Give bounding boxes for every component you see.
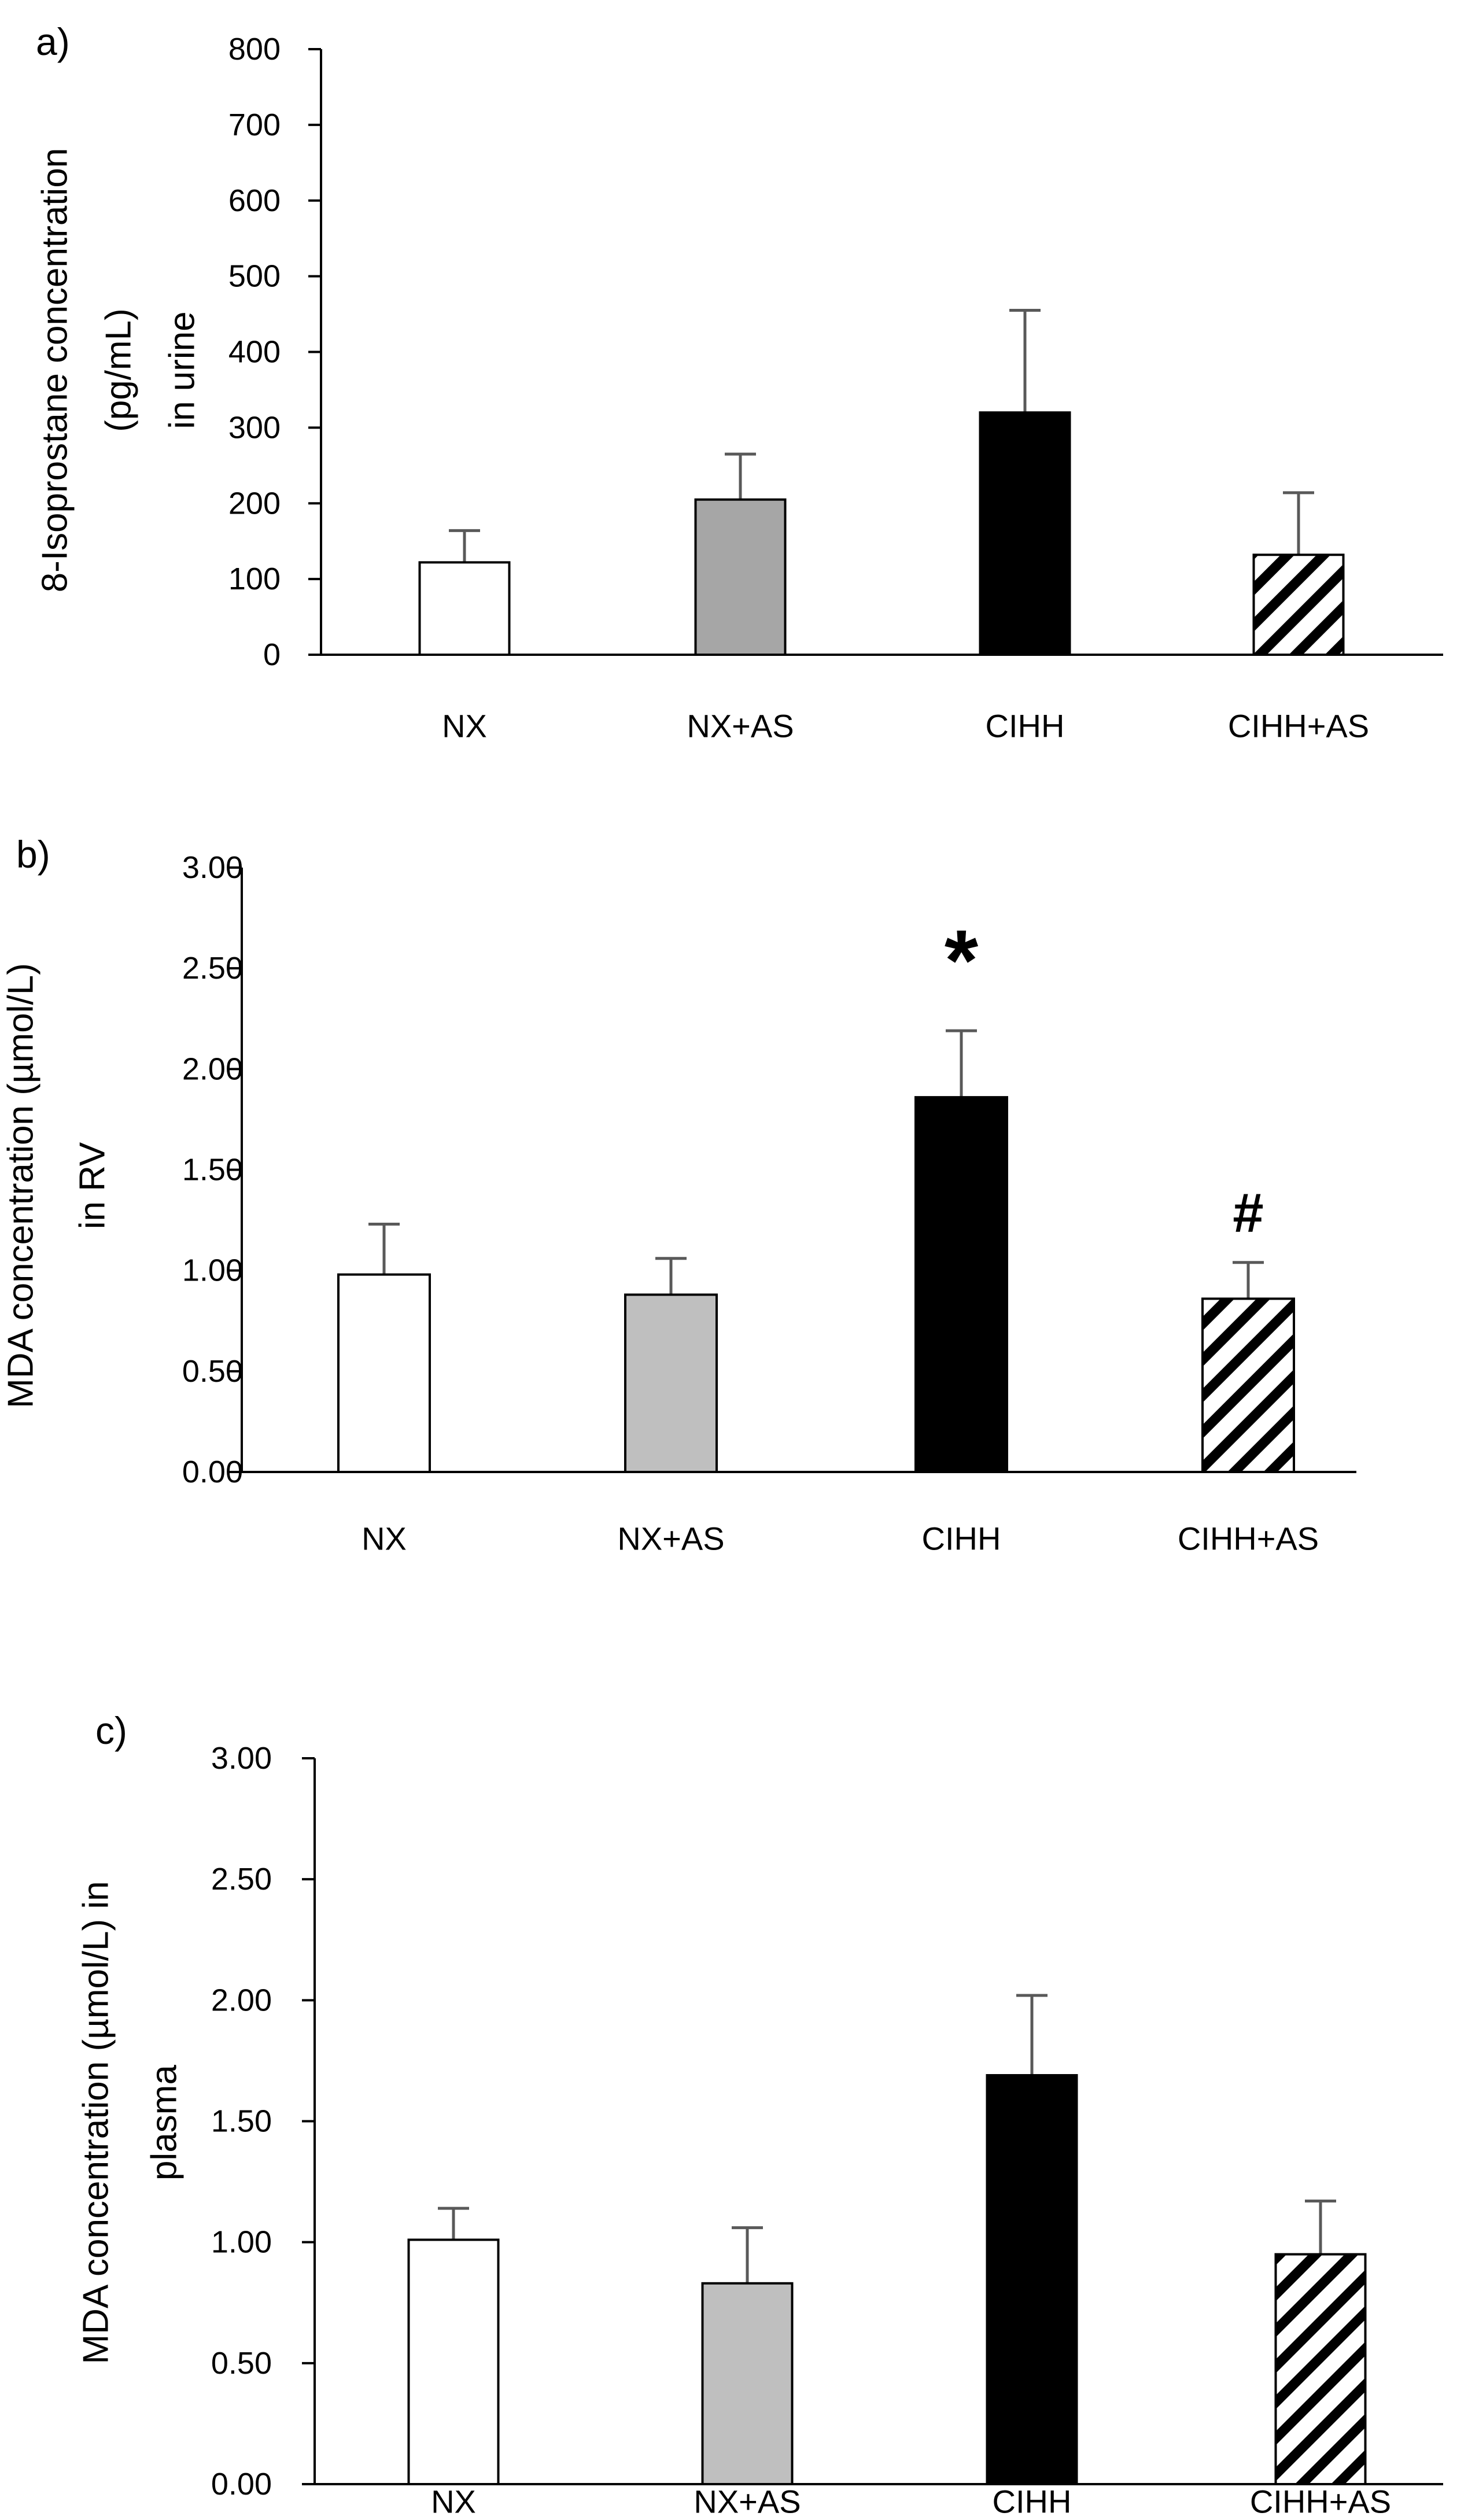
category-label: CIHH+AS — [1178, 1521, 1319, 1557]
category-label: NX — [431, 2484, 476, 2520]
y-axis-title-line: in RV — [73, 1142, 113, 1229]
category-label: NX+AS — [687, 708, 794, 744]
category-label: NX — [442, 708, 487, 744]
y-axis-title-line: in urine — [163, 311, 202, 429]
y-tick-label: 2.00 — [182, 1051, 243, 1086]
bar-cihh-plus-as — [1274, 2253, 1367, 2485]
y-tick-label: 800 — [228, 32, 281, 67]
y-tick-label: 300 — [228, 410, 281, 445]
bar-cihh — [914, 1096, 1008, 1473]
y-tick-label: 400 — [228, 335, 281, 370]
bar-nx-plus-as — [701, 2282, 794, 2486]
bar-nx — [418, 561, 511, 656]
bar-cihh — [986, 2074, 1078, 2485]
y-tick-label: 600 — [228, 183, 281, 218]
y-axis-title-line: plasma — [145, 2065, 185, 2180]
y-tick-label: 0.50 — [182, 1354, 243, 1389]
y-tick-label: 0.50 — [211, 2346, 272, 2381]
chart-panel-3: c) MDA concentration (µmol/L) in plasma 0.0… — [76, 1709, 1443, 2520]
chart-panel-2: b) MDA concentration (µmol/L) in RV 0.00 0.5… — [1, 833, 1356, 1557]
y-axis-title-line: MDA concentration (µmol/L) — [1, 963, 41, 1408]
y-tick-label: 3.00 — [182, 850, 243, 885]
y-tick-label: 1.50 — [211, 2104, 272, 2139]
bar-nx-plus-as — [694, 498, 787, 656]
y-tick-label: 2.50 — [211, 1862, 272, 1897]
bar-cihh-plus-as — [1201, 1297, 1295, 1474]
y-tick-label: 2.50 — [182, 951, 243, 986]
bar-nx — [337, 1273, 431, 1473]
category-label: CIHH — [986, 708, 1065, 744]
category-label: NX+AS — [694, 2484, 801, 2520]
y-tick-label: 0.00 — [182, 1455, 243, 1489]
y-tick-label: 0 — [263, 637, 281, 672]
significance-asterisk: * — [945, 912, 979, 1009]
panel-label: c) — [95, 1709, 127, 1752]
category-label: NX — [362, 1521, 407, 1557]
y-tick-label: 500 — [228, 259, 281, 294]
bar-nx-plus-as — [624, 1293, 718, 1473]
y-tick-label: 700 — [228, 108, 281, 142]
y-axis-title-line: (pg/mL) — [99, 308, 139, 432]
y-axis-title-line: 8-Isoprostane concentration — [35, 148, 75, 593]
y-tick-label: 1.00 — [182, 1253, 243, 1288]
y-axis-title-line: MDA concentration (µmol/L) in — [76, 1881, 116, 2364]
y-tick-label: 100 — [228, 562, 281, 596]
y-tick-label: 1.50 — [182, 1153, 243, 1187]
category-label: CIHH — [922, 1521, 1001, 1557]
category-label: CIHH+AS — [1250, 2484, 1391, 2520]
bar-nx — [407, 2238, 500, 2486]
chart-panel-1: a) 8-Isoprostane concentration (pg/mL) in u… — [35, 20, 1443, 744]
category-label: NX+AS — [617, 1521, 724, 1557]
bar-cihh — [979, 411, 1071, 656]
category-label: CIHH — [993, 2484, 1072, 2520]
y-tick-label: 1.00 — [211, 2225, 272, 2260]
panel-label: b) — [16, 833, 50, 876]
y-tick-label: 0.00 — [211, 2467, 272, 2501]
bar-cihh-plus-as — [1252, 554, 1345, 656]
y-tick-label: 3.00 — [211, 1741, 272, 1776]
y-tick-label: 2.00 — [211, 1983, 272, 2017]
category-label: CIHH+AS — [1228, 708, 1369, 744]
significance-hash: # — [1233, 1182, 1263, 1244]
y-tick-label: 200 — [228, 486, 281, 521]
panel-label: a) — [36, 20, 70, 63]
